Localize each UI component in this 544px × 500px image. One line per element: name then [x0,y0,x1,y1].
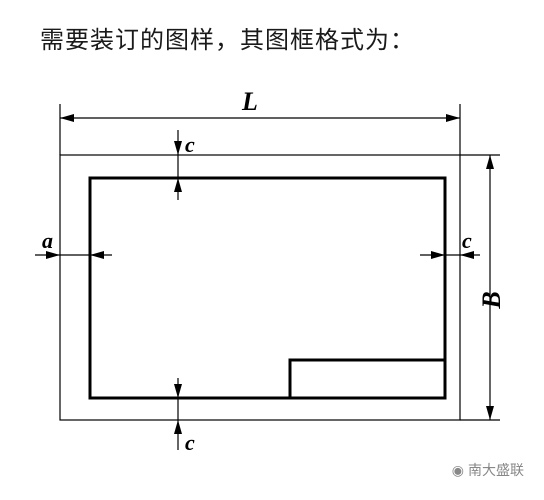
label-L: L [241,87,258,116]
dim-L: L [60,87,460,155]
frame-diagram: L B c c a c [0,0,544,500]
label-c-right: c [462,228,472,253]
wechat-icon: ◉ [452,464,464,479]
source-caption: ◉南大盛联 [452,460,524,480]
dim-c-bottom: c [174,378,195,455]
title-block [290,360,445,398]
label-c-bottom: c [185,430,195,455]
outer-frame [60,155,460,420]
dim-c-top: c [174,130,195,200]
label-c-top: c [185,132,195,157]
dim-B: B [460,155,506,420]
label-a: a [42,228,53,253]
dim-a-left: a [35,228,112,259]
dim-c-right: c [420,228,480,259]
inner-frame [90,178,445,398]
label-B: B [477,291,506,309]
